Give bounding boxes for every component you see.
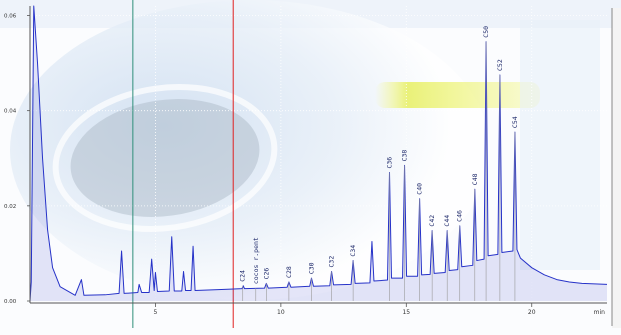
peak-label: C46 <box>456 210 464 222</box>
grid-lines <box>30 6 607 301</box>
right-panel-edge <box>612 8 621 328</box>
x-tick-label: 20 <box>528 309 536 316</box>
peak-label: C42 <box>428 215 436 227</box>
peak-label: C38 <box>401 150 409 162</box>
peak-label: C40 <box>416 183 424 195</box>
x-tick-label: 5 <box>154 309 158 316</box>
peak-label: C30 <box>307 262 315 274</box>
x-tick-label: 15 <box>402 309 410 316</box>
peak-label: cocos r.pent <box>252 237 260 284</box>
y-tick-label: 0.06 <box>4 14 17 20</box>
peak-label: C34 <box>349 245 357 257</box>
peak-label: C48 <box>471 173 479 185</box>
chromatogram-trace <box>29 5 608 302</box>
peak-label: C26 <box>262 268 270 280</box>
peak-label: C54 <box>511 116 519 128</box>
peak-label: C52 <box>496 59 504 71</box>
y-tick-label: 0.00 <box>4 299 17 305</box>
x-tick-label: 10 <box>277 309 285 316</box>
x-unit-label: min <box>594 309 606 316</box>
peak-label: C44 <box>443 215 451 227</box>
peak-label: C32 <box>328 256 336 268</box>
y-tick-label: 0.04 <box>4 109 17 115</box>
cursor-markers <box>132 0 234 328</box>
peak-label: C36 <box>385 157 393 169</box>
peak-label: C24 <box>239 270 247 282</box>
axes: 0.00 0.02 0.04 0.06 5 10 15 20 min <box>4 6 607 316</box>
peak-annotations: C24 cocos r.pent C26 C28 C30 C32 C34 C36 C38 C40 C… <box>239 26 519 301</box>
peak-label: C50 <box>482 26 490 38</box>
y-tick-label: 0.02 <box>4 204 16 210</box>
peak-label: C28 <box>285 266 293 278</box>
